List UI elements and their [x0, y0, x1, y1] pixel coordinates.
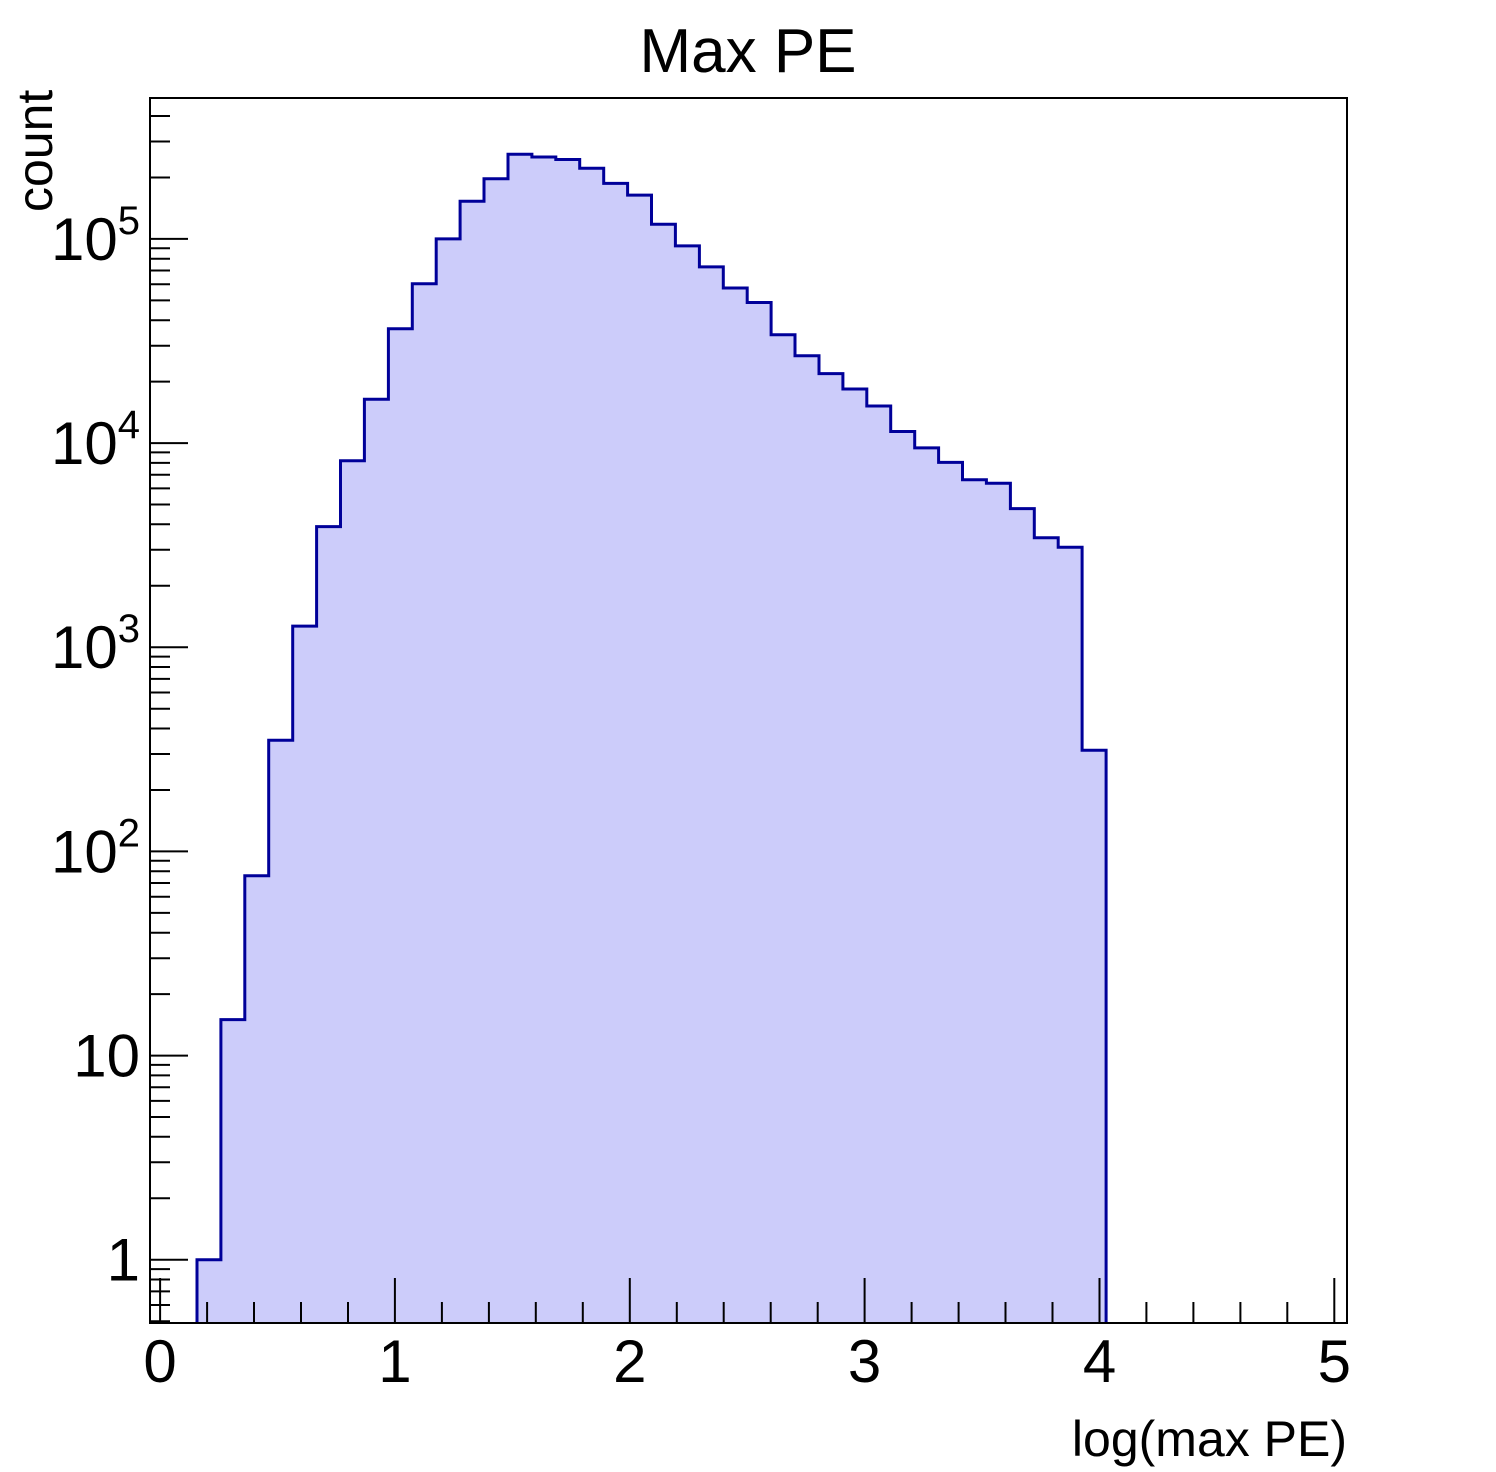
x-tick-label: 5: [1318, 1328, 1351, 1395]
x-tick-label: 4: [1083, 1328, 1116, 1395]
x-tick-label: 2: [613, 1328, 646, 1395]
y-tick-label: 103: [51, 607, 140, 681]
y-tick-label: 10: [73, 1023, 140, 1090]
histogram-outline: [195, 152, 1108, 1323]
histogram-area: [197, 154, 1107, 1324]
y-tick-label: 105: [51, 199, 140, 273]
histogram-series: [195, 152, 1108, 1324]
x-tick-label: 3: [848, 1328, 881, 1395]
x-tick-label: 0: [143, 1328, 176, 1395]
y-axis-title: count: [7, 90, 63, 212]
y-tick-label: 102: [51, 811, 140, 885]
chart-title: Max PE: [639, 17, 856, 86]
x-axis: 0 1 2 3 4 5: [143, 1278, 1351, 1395]
y-tick-label: 1: [107, 1227, 140, 1294]
y-axis: 1 10 102 103 104 105: [51, 115, 188, 1323]
x-axis-title: log(max PE): [1072, 1411, 1347, 1467]
plot-frame: [149, 97, 1348, 1324]
y-tick-label: 104: [51, 403, 140, 477]
x-tick-label: 1: [378, 1328, 411, 1395]
